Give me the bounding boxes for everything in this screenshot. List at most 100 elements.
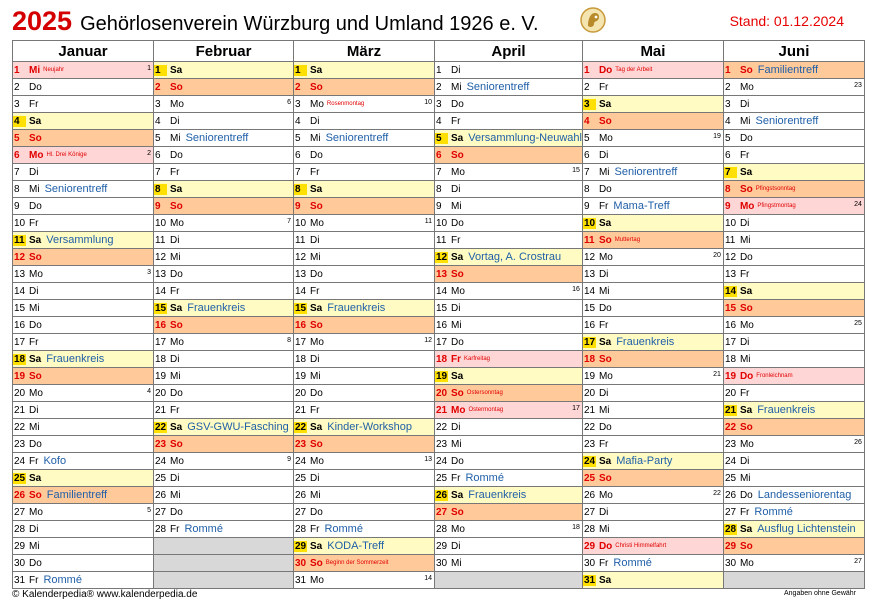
day-cell: 5 Do [722,129,865,147]
day-number: 11 [13,235,26,246]
day-cell: 18 So [581,350,724,368]
day-cell: 10 Mo 11 [293,214,435,232]
event-label: Rommé [754,506,793,518]
day-number: 13 [724,268,737,280]
day-cell: 16 Mo 25 [722,316,865,334]
weekday: Mi [598,523,610,535]
footer-copyright: © Kalenderpedia® www.kalenderpedia.de [12,589,198,600]
day-cell: 3 Mo Rosenmontag 10 [293,95,435,113]
week-number: 1 [147,65,151,72]
day-number: 4 [13,115,26,127]
day-cell: 10 Di [722,214,865,232]
weekday: Di [451,183,461,195]
day-cell: 24 Di [722,452,865,470]
day-cell: 25 Di [293,469,435,487]
weekday: Sa [29,115,42,127]
day-cell: 27 Do [153,503,294,521]
weekday: Di [310,115,320,127]
weekday: Di [598,149,609,161]
weekday: Do [598,421,612,433]
weekday: Mo [310,98,324,110]
day-row: 8 Mi Seniorentreff 8 Sa 8 Sa 8 Di 8 Do 8 So Pfingstso… [12,180,865,198]
day-cell: 3 Do [434,95,583,113]
month-header: März [293,40,435,62]
weekday: So [451,149,464,161]
weekday: Mi [29,302,40,314]
day-row: 25 Sa 25 Di 25 Di 25 Fr Rommé 25 So 25 Mi [12,469,865,487]
day-cell: 16 Fr [581,316,724,334]
day-number: 21 [155,404,167,416]
day-number: 14 [583,285,596,297]
event-label: Seniorentreff [466,81,530,93]
day-cell: 26 So Familientreff [12,486,154,504]
event-label: Mama-Treff [613,200,670,212]
day-row: 20 Mo 4 20 Do 20 Do 20 So Ostersonntag 20 Di 20 Fr [12,384,865,402]
page-title: 2025 Gehörlosenverein Würzburg und Umland… [12,6,539,37]
weekday: Fr [29,217,39,229]
weekday: Do [598,302,612,314]
weekday: Do [170,149,183,161]
weekday: Mo [739,319,754,331]
weekday: So [310,438,323,450]
day-cell: 30 Mo 27 [722,554,865,572]
weekday: Mo [451,523,465,535]
day-cell: 5 Sa Versammlung-Neuwahl [434,129,583,147]
day-cell: 12 Mi [153,248,294,266]
week-number: 7 [287,218,291,225]
day-cell: 24 Mo 9 [153,452,294,470]
day-cell: 22 So [722,418,865,436]
day-number: 10 [14,217,26,229]
day-number: 8 [436,183,442,195]
day-cell: 24 Mo 13 [293,452,435,470]
day-number: 27 [295,506,307,518]
day-number: 10 [295,217,307,229]
day-cell: 1 Di [434,61,583,79]
event-label: Seniorentreff [325,132,389,144]
day-number: 25 [295,472,307,484]
day-number: 28 [14,523,26,535]
day-cell: 2 Mi Seniorentreff [434,78,583,96]
day-number: 13 [295,268,307,280]
day-number: 21 [14,404,26,416]
week-number: 6 [287,99,291,106]
day-cell: 2 Fr [581,78,724,96]
day-cell: 11 Sa Versammlung [12,231,154,249]
title-text: Gehörlosenverein Würzburg und Umland 192… [80,13,539,35]
weekday: Sa [598,456,612,467]
weekday: Mi [739,472,751,484]
holiday-label: Fronleichnam [756,372,793,379]
holiday-label: Karfreitag [464,355,491,362]
day-number: 29 [436,540,448,552]
weekday: So [451,387,464,399]
day-cell: 29 Sa KODA-Treff [293,537,435,555]
day-cell: 20 Mo 4 [12,384,154,402]
day-cell: 28 Fr Rommé [293,520,435,538]
day-cell: 12 Mo 20 [581,248,724,266]
weekday: Do [598,183,612,195]
day-cell: 7 Fr [153,163,294,181]
week-number: 10 [424,99,432,106]
weekday: Fr [451,353,461,365]
weekday: So [310,319,323,331]
day-row: 28 Di 28 Fr Rommé 28 Fr Rommé 28 Mo 18 28 Mi 28 Sa Ausf… [12,520,865,538]
week-number: 16 [572,286,580,293]
weekday: Di [739,217,750,229]
day-number: 23 [583,438,596,450]
day-number: 12 [724,251,737,263]
day-number: 15 [583,302,596,314]
weekday: Mi [451,438,462,450]
empty-cell [153,537,294,555]
day-number: 8 [724,183,731,195]
day-cell: 24 Fr Kofo [12,452,154,470]
week-number: 26 [854,439,862,446]
weekday: Mi [170,489,181,501]
weekday: Do [739,370,754,382]
day-number: 24 [155,455,167,467]
weekday: Do [451,336,464,348]
day-number: 6 [155,149,161,161]
day-number: 12 [435,252,448,263]
weekday: Do [310,387,323,399]
day-row: 15 Mi 15 Sa Frauenkreis 15 Sa Frauenkreis 15 Di 15… [12,299,865,317]
day-cell: 19 Mo 21 [581,367,724,385]
day-cell: 11 Mi [722,231,865,249]
